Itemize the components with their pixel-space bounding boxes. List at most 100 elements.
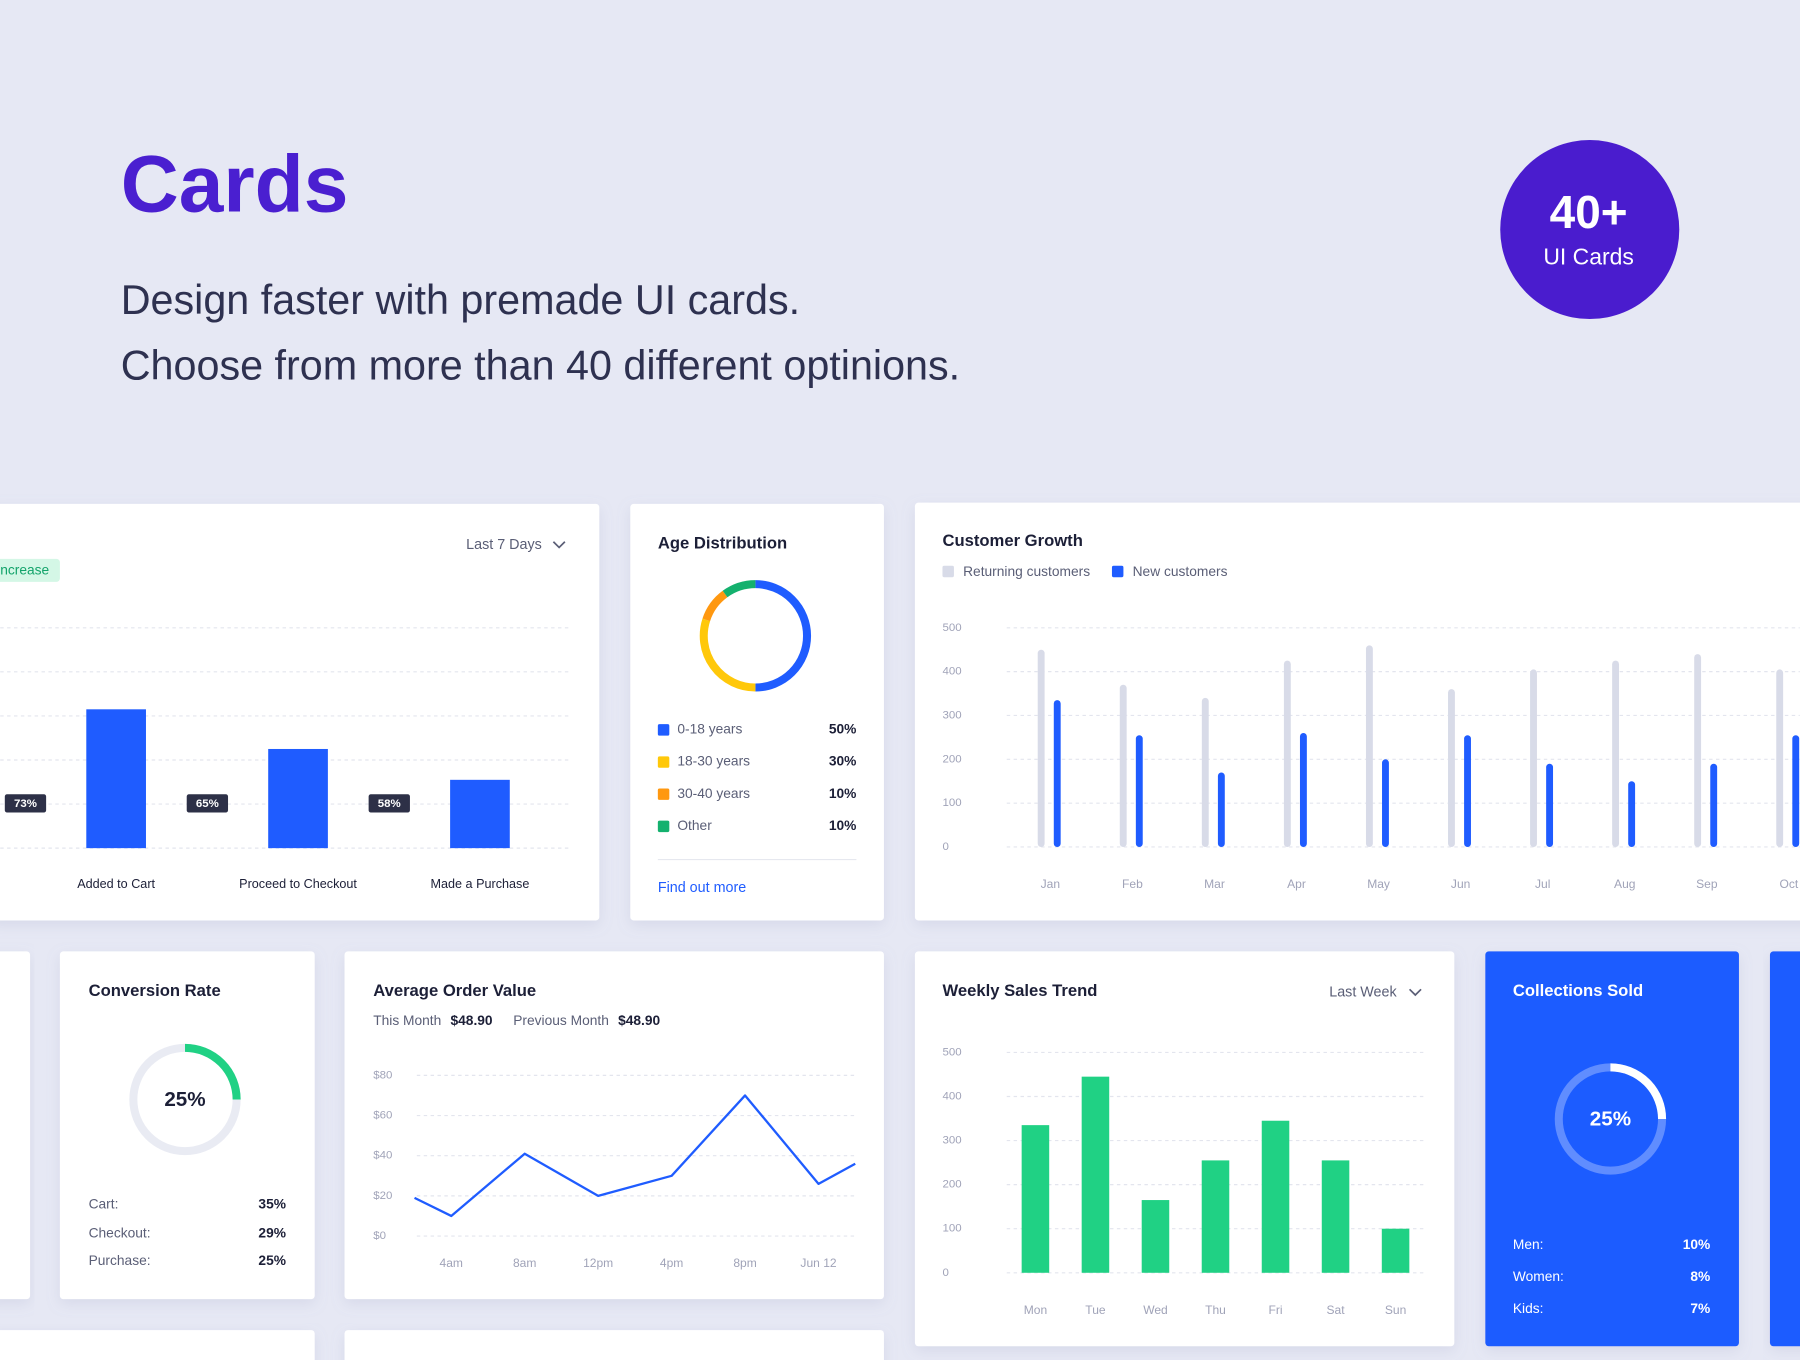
rate-badge-text: 65% <box>196 798 219 810</box>
legend-value: 30% <box>829 754 857 769</box>
rate-badge <box>186 794 229 813</box>
donut-label: 25% <box>164 1088 205 1111</box>
bar <box>1365 645 1373 847</box>
bar <box>1694 654 1702 847</box>
bar <box>1261 1120 1290 1273</box>
y-tick-label: $40 <box>373 1150 392 1162</box>
stat-value: $48.90 <box>450 1013 492 1028</box>
x-tick-label: Thu <box>1205 1303 1226 1317</box>
filter-dropdown[interactable]: Last 7 Days <box>466 537 542 553</box>
donut-value <box>184 1043 241 1100</box>
count-badge <box>1500 140 1680 320</box>
y-tick-label: 400 <box>942 1091 961 1103</box>
bar <box>1299 732 1307 847</box>
y-tick-label: 200 <box>942 1179 961 1191</box>
bar <box>1119 684 1127 847</box>
legend-swatch <box>657 724 670 736</box>
row-value: 7% <box>1690 1301 1710 1316</box>
bar <box>1053 700 1061 847</box>
row-label: Women: <box>1513 1269 1564 1284</box>
card-title: Weekly Sales Trend <box>942 981 1097 1000</box>
rate-badge-text: 73% <box>14 798 37 810</box>
x-tick-label: Apr <box>1287 877 1306 891</box>
row-label: Men: <box>1513 1237 1544 1252</box>
card <box>0 951 31 1300</box>
page-title: Cards <box>121 140 349 230</box>
bar <box>1710 763 1718 847</box>
x-tick-label: Jan <box>1041 877 1060 891</box>
bar <box>1792 735 1800 847</box>
filter-dropdown[interactable]: Last Week <box>1329 985 1397 1001</box>
bar <box>1037 649 1045 847</box>
donut-label: 25% <box>1590 1108 1631 1131</box>
bar <box>1381 1228 1410 1273</box>
status-badge <box>0 558 60 582</box>
x-tick-label: Jun <box>1451 877 1470 891</box>
rate-badge <box>4 794 47 813</box>
badge-number: 40+ <box>1550 186 1628 238</box>
card-title: Customer Growth <box>942 531 1082 550</box>
x-tick-label: Wed <box>1143 1303 1168 1317</box>
y-tick-label: 0 <box>942 841 948 853</box>
bar <box>86 709 146 849</box>
legend-swatch <box>657 820 670 833</box>
bar <box>268 748 328 849</box>
y-tick-label: 400 <box>942 666 961 678</box>
bar <box>1776 669 1784 847</box>
card <box>914 951 1455 1347</box>
bar <box>1321 1160 1350 1273</box>
bar <box>1612 660 1620 847</box>
legend-label: New customers <box>1133 564 1228 579</box>
x-tick-label: 4am <box>440 1256 463 1270</box>
x-tick-label: Aug <box>1614 877 1635 891</box>
bar <box>450 779 510 849</box>
card-title: Collections Sold <box>1513 981 1643 1000</box>
y-tick-label: 300 <box>942 709 961 721</box>
bar <box>1201 697 1209 847</box>
bar <box>1382 759 1389 847</box>
row-value: 35% <box>258 1197 286 1212</box>
bar <box>1546 763 1554 847</box>
legend-value: 50% <box>829 722 857 737</box>
bar <box>1021 1125 1050 1273</box>
bar <box>1217 772 1225 847</box>
line <box>414 1094 856 1218</box>
x-tick-label: Mar <box>1204 877 1225 891</box>
card-title: Age Distribution <box>658 533 787 552</box>
x-tick-label: 8am <box>513 1256 536 1270</box>
x-tick-label: 12pm <box>583 1256 613 1270</box>
donut-value <box>1610 1063 1667 1120</box>
donut-segment <box>722 580 756 598</box>
bar <box>1464 735 1471 847</box>
card <box>630 503 884 921</box>
card-title: Average Order Value <box>373 981 536 1000</box>
badge-label: UI Cards <box>1543 243 1633 269</box>
bar <box>1081 1076 1110 1273</box>
bar <box>1141 1200 1170 1273</box>
x-tick-label: Proceed to Checkout <box>239 877 357 891</box>
y-tick-label: $80 <box>373 1069 392 1081</box>
card <box>0 503 600 921</box>
x-tick-label: Sun <box>1385 1303 1406 1317</box>
stat-value: $48.90 <box>618 1013 660 1028</box>
donut-segment <box>755 580 812 692</box>
y-tick-label: $60 <box>373 1110 392 1122</box>
legend-value: 10% <box>829 818 857 833</box>
legend-label: Other <box>677 818 712 833</box>
y-tick-label: $0 <box>373 1230 386 1242</box>
dropdown-chevron <box>1408 988 1422 997</box>
x-tick-label: Made a Purchase <box>431 877 530 891</box>
donut-segment <box>702 590 728 622</box>
bar <box>1135 735 1143 847</box>
link[interactable]: Find out more <box>658 880 746 896</box>
y-tick-label: 500 <box>942 622 961 634</box>
row-label: Purchase: <box>89 1253 151 1268</box>
bar <box>1283 660 1291 847</box>
row-value: 25% <box>258 1253 286 1268</box>
card <box>0 1330 315 1360</box>
stat-label: Previous Month <box>513 1013 609 1028</box>
dropdown-chevron <box>552 541 566 549</box>
card-title: Conversion Rate <box>89 981 221 1000</box>
